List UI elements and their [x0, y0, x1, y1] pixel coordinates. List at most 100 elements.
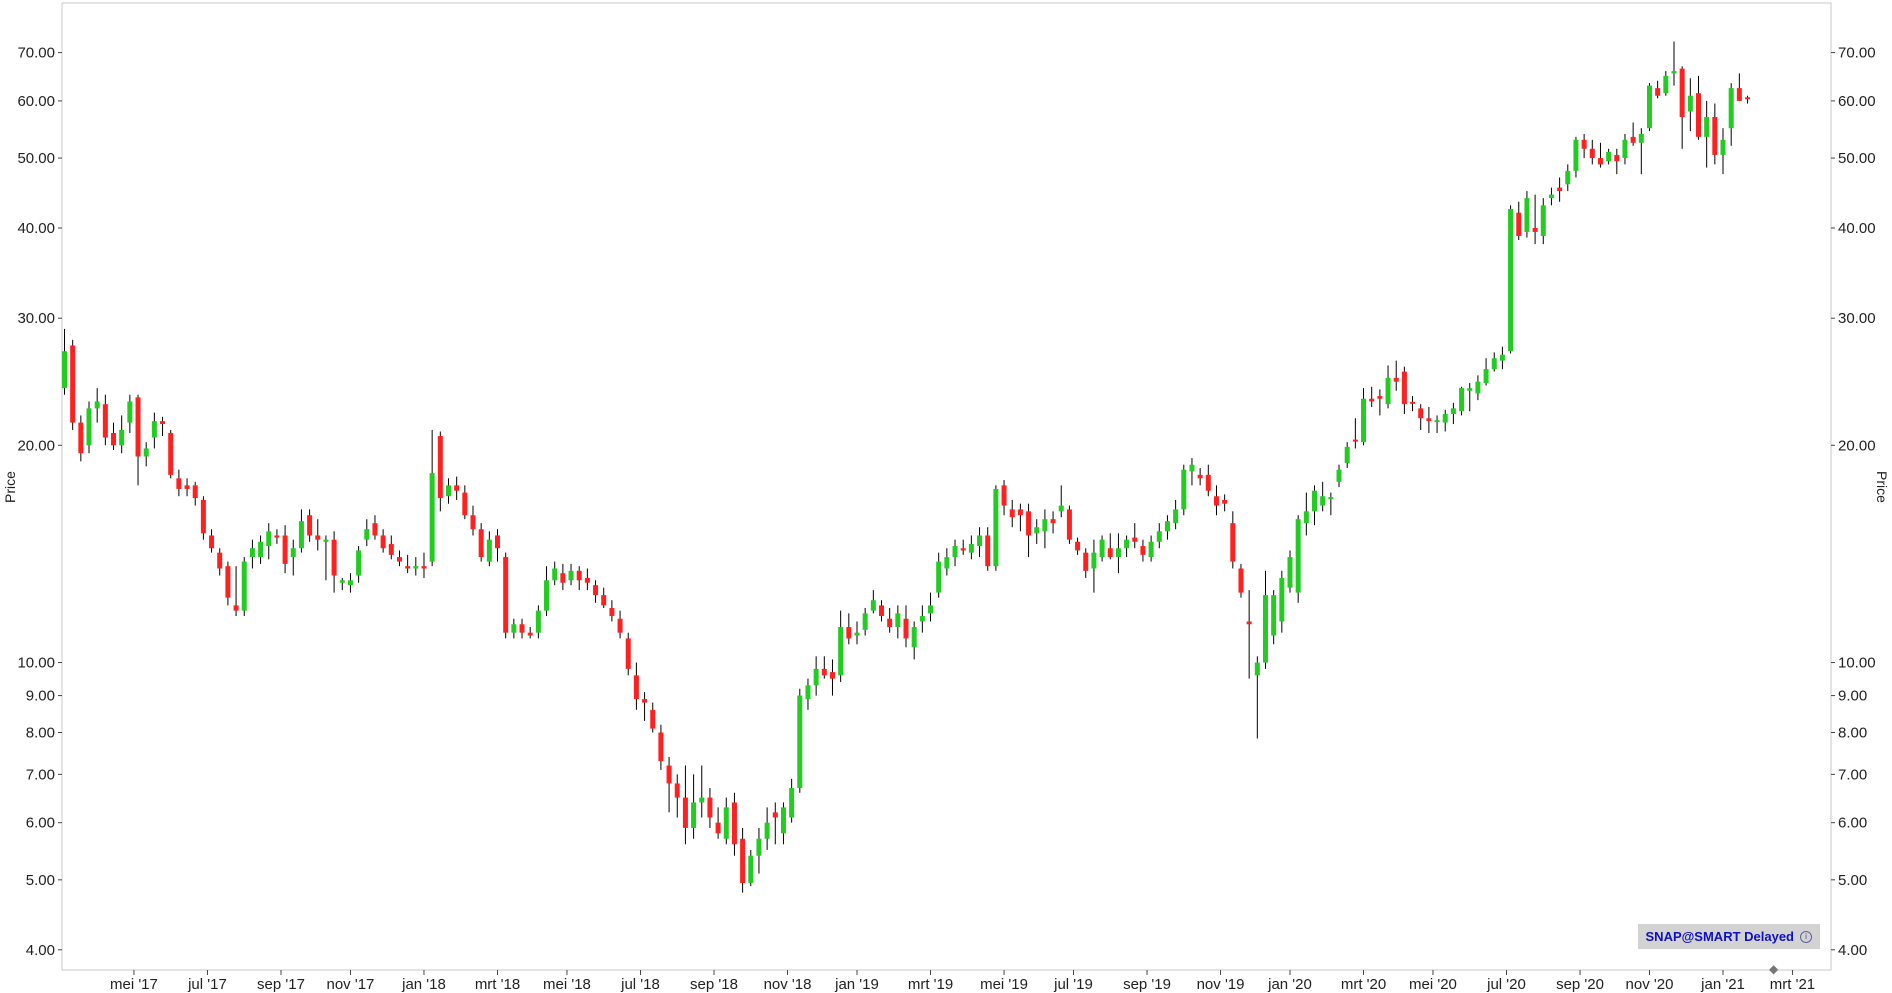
candle — [838, 610, 844, 682]
candle-body — [936, 561, 942, 593]
candle — [960, 539, 966, 555]
candle-body — [903, 618, 909, 639]
data-source-badge[interactable]: SNAP@SMART Delayed i — [1637, 924, 1820, 949]
candle-body — [176, 478, 182, 489]
candle — [780, 802, 786, 845]
candle-body — [699, 797, 705, 803]
candle — [879, 600, 884, 622]
candle — [519, 618, 525, 639]
candle — [356, 546, 362, 583]
candle — [413, 557, 419, 576]
candle — [290, 539, 296, 576]
candle — [854, 621, 860, 645]
candle-body — [846, 627, 852, 639]
candle — [1655, 80, 1661, 99]
candle-body — [584, 577, 590, 583]
candle — [576, 566, 582, 591]
y-tick-label-left: 7.00 — [26, 766, 55, 783]
candle — [86, 401, 92, 454]
candle — [364, 519, 370, 547]
candle — [1156, 523, 1162, 549]
x-tick-label: jul '19 — [1053, 976, 1093, 993]
candle-body — [1295, 519, 1301, 593]
candle-body — [1026, 511, 1032, 536]
candle — [388, 535, 394, 560]
diamond-arrow-icon[interactable]: ◆ — [1769, 962, 1779, 976]
candle — [1401, 366, 1407, 414]
candle-body — [1630, 136, 1636, 143]
candle-body — [462, 492, 468, 516]
candle-body — [200, 499, 206, 534]
candle-body — [1156, 531, 1162, 542]
candle-body — [772, 812, 778, 818]
candle-body — [339, 580, 345, 583]
candle — [968, 535, 974, 560]
candle-body — [1655, 88, 1661, 96]
candle-body — [560, 573, 566, 583]
candle-body — [593, 585, 599, 596]
candle — [1548, 187, 1554, 206]
candle-body — [1148, 541, 1154, 558]
candle-body — [511, 624, 517, 633]
candle — [1728, 83, 1734, 146]
candle — [217, 548, 223, 576]
candle-body — [111, 432, 117, 446]
candle — [102, 394, 108, 446]
candle — [70, 339, 76, 430]
left-y-axis: 4.00 5.00 6.00 7.00 8.00 9.00 10.00 20.00 30.00 4… — [17, 45, 62, 959]
candle — [535, 605, 541, 639]
candle — [315, 519, 321, 551]
candle-body — [486, 539, 492, 562]
candle — [1459, 386, 1465, 416]
candle-body — [1164, 521, 1170, 532]
candle-body — [1728, 88, 1734, 129]
candle — [789, 778, 795, 823]
candle-body — [495, 535, 501, 549]
candle-body — [94, 401, 100, 409]
candle-body — [780, 807, 786, 834]
candle — [1442, 409, 1448, 432]
candle — [1565, 164, 1571, 192]
y-tick-label-left: 20.00 — [17, 437, 55, 454]
y-tick-label-right: 5.00 — [1838, 872, 1867, 889]
candle-body — [1548, 194, 1554, 199]
candle-body — [993, 488, 999, 567]
y-axis-title-left: Price — [2, 471, 18, 503]
candle — [870, 590, 876, 614]
candle-body — [552, 568, 558, 581]
candle — [560, 563, 566, 591]
candle — [642, 692, 648, 721]
candle — [233, 566, 239, 617]
candle — [691, 774, 697, 839]
candle — [503, 552, 509, 639]
candle — [1483, 358, 1489, 386]
info-icon[interactable]: i — [1800, 930, 1812, 943]
candle — [633, 662, 639, 710]
candle — [470, 505, 476, 536]
candle-body — [1091, 552, 1097, 569]
candle-body — [731, 802, 737, 845]
candle — [699, 765, 705, 818]
candle-body — [168, 432, 174, 475]
y-tick-label-left: 6.00 — [26, 815, 55, 832]
candle-body — [1679, 68, 1685, 117]
candle-body — [1328, 497, 1334, 500]
candle-body — [1140, 546, 1146, 555]
candle — [1573, 136, 1579, 178]
candle — [609, 600, 615, 622]
candle-body — [1009, 509, 1015, 518]
candle-body — [233, 605, 239, 611]
candle — [1197, 468, 1203, 486]
x-tick-label: sep '20 — [1556, 976, 1604, 993]
candle — [241, 557, 247, 617]
candle-body — [1565, 170, 1571, 185]
candle — [1009, 499, 1015, 528]
candle — [184, 478, 190, 497]
candle — [119, 415, 125, 454]
candle — [1238, 563, 1244, 598]
x-tick-label: mei '19 — [980, 976, 1028, 993]
candle — [903, 605, 909, 648]
candle-body — [1132, 537, 1138, 542]
candle — [160, 416, 166, 437]
